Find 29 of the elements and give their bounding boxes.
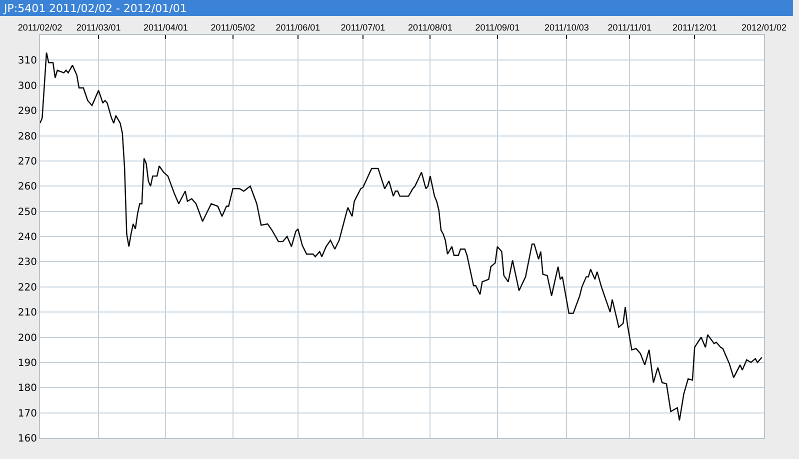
x-tick-label: 2011/04/01	[144, 22, 188, 32]
x-tick-label: 2011/09/01	[475, 22, 520, 32]
chart-title: JP:5401 2011/02/02 - 2012/01/01	[2, 2, 187, 15]
y-tick-label: 230	[18, 257, 37, 268]
x-tick-label: 2011/10/03	[544, 22, 589, 32]
x-tick-label: 2011/02/02	[18, 22, 62, 32]
y-tick-label: 210	[18, 308, 37, 319]
x-tick-label: 2011/07/01	[340, 22, 386, 32]
y-tick-label: 280	[18, 131, 37, 142]
y-tick-label: 290	[18, 106, 37, 118]
y-tick-label: 190	[18, 358, 37, 369]
y-tick-label: 300	[18, 80, 37, 92]
y-tick-label: 200	[18, 332, 37, 344]
y-tick-label: 220	[18, 282, 37, 294]
y-tick-label: 240	[18, 232, 37, 243]
y-tick-label: 180	[18, 383, 37, 394]
x-tick-label: 2011/06/01	[276, 22, 320, 32]
x-tick-label: 2012/01/02	[741, 22, 787, 32]
x-tick-label: 2011/11/01	[608, 22, 652, 32]
y-tick-label: 250	[18, 206, 37, 218]
x-tick-label: 2011/05/02	[210, 22, 256, 32]
y-tick-label: 310	[18, 56, 37, 67]
x-tick-label: 2011/08/01	[408, 22, 452, 32]
y-tick-label: 270	[18, 156, 37, 168]
x-tick-label: 2011/03/01	[76, 22, 121, 32]
y-tick-label: 260	[18, 182, 37, 193]
y-tick-label: 170	[18, 408, 37, 420]
x-tick-label: 2011/12/01	[672, 22, 717, 32]
y-tick-label: 160	[18, 434, 37, 444]
